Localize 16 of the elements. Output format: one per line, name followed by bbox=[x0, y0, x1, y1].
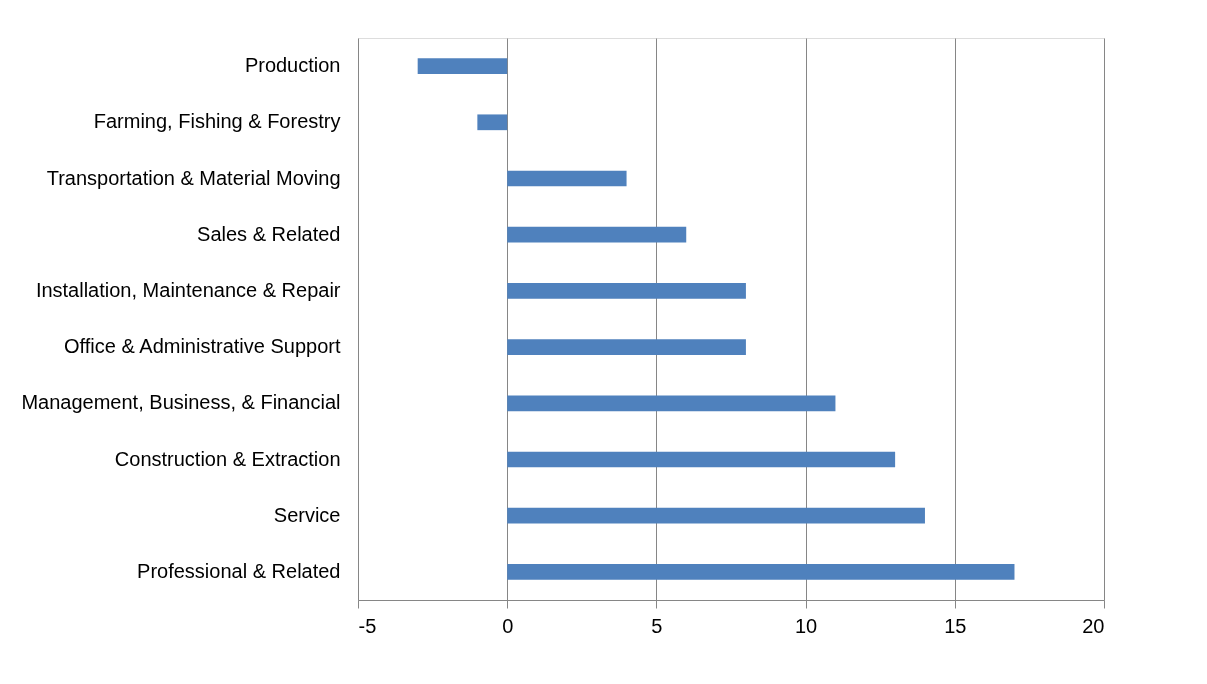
y-tick-label: Farming, Fishing & Forestry bbox=[93, 110, 341, 133]
y-tick-label: Service bbox=[273, 503, 341, 526]
y-tick-label: Management, Business, & Financial bbox=[21, 391, 341, 414]
y-tick-label: Installation, Maintenance & Repair bbox=[35, 278, 341, 301]
x-tick-label: 0 bbox=[502, 614, 514, 637]
x-tick-label: 10 bbox=[794, 614, 818, 637]
y-tick-label: Professional & Related bbox=[137, 559, 341, 582]
x-tick-label: 20 bbox=[1082, 614, 1105, 637]
x-tick-label: -5 bbox=[358, 614, 377, 637]
x-tick-label: 5 bbox=[651, 614, 663, 637]
y-tick-label: Sales & Related bbox=[197, 222, 341, 245]
y-tick-label: Production bbox=[244, 54, 341, 77]
y-tick-label: Office & Administrative Support bbox=[64, 335, 341, 358]
y-tick-label: Transportation & Material Moving bbox=[46, 166, 341, 189]
x-tick-label: 15 bbox=[944, 614, 967, 637]
y-tick-label: Construction & Extraction bbox=[114, 447, 341, 470]
